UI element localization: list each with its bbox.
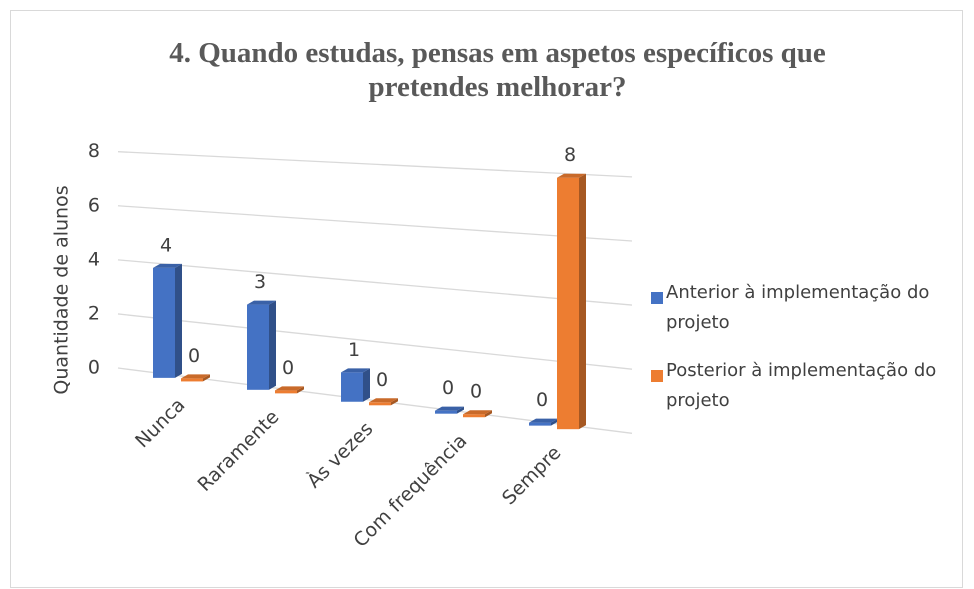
- bar-top: [341, 368, 370, 373]
- data-label: 0: [188, 345, 200, 367]
- data-label: 4: [160, 234, 172, 256]
- bar-front: [435, 410, 457, 414]
- bar-front: [153, 267, 175, 378]
- bar-front: [369, 402, 391, 406]
- y-tick-label: 0: [88, 357, 100, 379]
- bar-front: [247, 304, 269, 390]
- bar-front: [275, 390, 297, 394]
- bar-front: [557, 177, 579, 430]
- bar: [369, 398, 398, 406]
- bar-side: [579, 173, 586, 430]
- bar-top: [275, 386, 304, 391]
- bar: [435, 406, 464, 414]
- bar: [529, 418, 558, 426]
- bar-side: [551, 418, 558, 426]
- data-label: 8: [564, 144, 576, 166]
- bar: [463, 410, 492, 418]
- legend-label: Anterior à implementação do projeto: [666, 282, 930, 333]
- bar: [341, 368, 370, 402]
- bar-side: [203, 374, 210, 382]
- legend-box: Posterior à implementação do projeto: [666, 360, 937, 411]
- bar-side: [297, 386, 304, 394]
- y-tick-label: 4: [88, 248, 100, 270]
- y-tick-label: 8: [88, 140, 100, 162]
- bar-front: [181, 378, 203, 382]
- bar-side: [175, 263, 182, 378]
- bar: [181, 374, 210, 382]
- grid-line: [117, 151, 633, 178]
- grid-line: [117, 259, 633, 306]
- grid-line: [117, 205, 633, 242]
- bar-top: [463, 410, 492, 415]
- bar-top: [153, 263, 182, 268]
- bar-side: [457, 406, 464, 414]
- bar-side: [269, 300, 276, 390]
- bar-top: [557, 173, 586, 178]
- bar: [247, 300, 276, 390]
- bar-front: [529, 422, 551, 426]
- bar-top: [529, 418, 558, 423]
- bar: [557, 173, 586, 430]
- data-label: 0: [442, 377, 454, 399]
- data-label: 0: [376, 369, 388, 391]
- bar-side: [391, 398, 398, 406]
- bar-side: [485, 410, 492, 418]
- legend-box: Anterior à implementação do projeto: [666, 282, 930, 333]
- data-label: 0: [536, 389, 548, 411]
- bar-top: [435, 406, 464, 411]
- data-label: 0: [282, 357, 294, 379]
- y-axis-label: Quantidade de alunos: [51, 185, 73, 394]
- data-label: 1: [348, 339, 360, 361]
- bar: [153, 263, 182, 378]
- bar-side: [363, 368, 370, 402]
- bar-top: [181, 374, 210, 379]
- bar: [275, 386, 304, 394]
- y-tick-label: 2: [88, 302, 100, 324]
- bar-front: [463, 414, 485, 418]
- bar-front: [341, 372, 363, 402]
- y-tick-label: 6: [88, 194, 100, 216]
- title-box: 4. Quando estudas, pensas em aspetos esp…: [169, 37, 826, 103]
- data-label: 3: [254, 271, 266, 293]
- legend-swatch: [651, 370, 663, 382]
- grid-line: [117, 313, 633, 370]
- legend-label: Posterior à implementação do projeto: [666, 360, 937, 411]
- chart-title: 4. Quando estudas, pensas em aspetos esp…: [169, 37, 826, 103]
- bar-top: [247, 300, 276, 305]
- data-label: 0: [470, 381, 482, 403]
- legend-swatch: [651, 292, 663, 304]
- bar-top: [369, 398, 398, 403]
